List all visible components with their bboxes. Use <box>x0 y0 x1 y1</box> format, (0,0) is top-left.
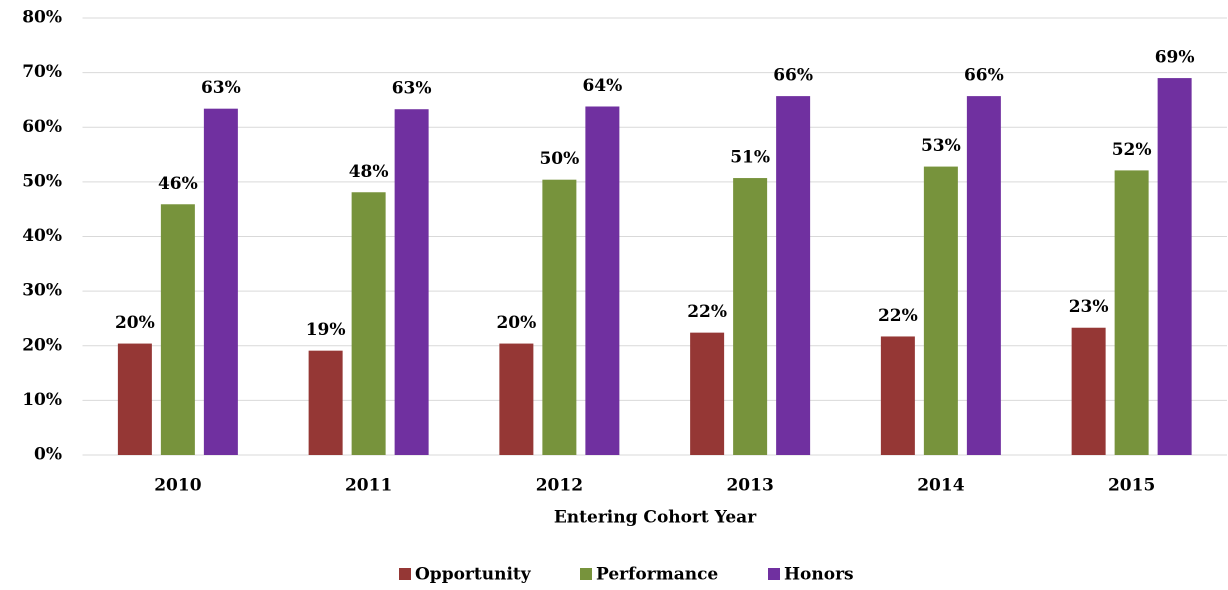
bar <box>585 106 620 456</box>
bar <box>776 96 811 456</box>
legend-label: Performance <box>596 565 718 585</box>
x-tick-label: 2013 <box>726 476 773 496</box>
data-label: 52% <box>1112 140 1152 160</box>
y-tick-label: 40% <box>22 226 62 246</box>
bar <box>880 336 915 455</box>
bar <box>308 350 343 455</box>
y-tick-label: 0% <box>34 445 62 465</box>
data-label: 63% <box>201 78 241 98</box>
y-tick-label: 70% <box>22 62 62 82</box>
data-label: 23% <box>1069 297 1109 317</box>
bar <box>542 179 577 455</box>
data-label: 22% <box>687 302 727 322</box>
data-label: 20% <box>115 313 155 333</box>
bar <box>923 166 958 455</box>
data-label: 51% <box>730 148 770 168</box>
x-tick-label: 2011 <box>345 476 392 496</box>
x-tick-label: 2015 <box>1108 476 1155 496</box>
y-tick-label: 20% <box>22 335 62 355</box>
y-tick-label: 50% <box>22 171 62 191</box>
data-label: 50% <box>539 149 579 169</box>
y-tick-label: 80% <box>22 8 62 28</box>
data-label: 22% <box>878 306 918 326</box>
data-label: 69% <box>1155 48 1195 68</box>
x-tick-label: 2014 <box>917 476 964 496</box>
data-label: 53% <box>921 136 961 156</box>
x-tick-label: 2010 <box>154 476 201 496</box>
y-tick-label: 10% <box>22 390 62 410</box>
data-label: 19% <box>306 320 346 340</box>
bar <box>1157 78 1192 456</box>
data-label: 63% <box>392 79 432 99</box>
x-tick-label: 2012 <box>536 476 583 496</box>
data-label: 64% <box>582 76 622 96</box>
legend-swatch <box>399 568 411 580</box>
y-tick-label: 30% <box>22 281 62 301</box>
data-label: 20% <box>496 313 536 333</box>
x-axis-title: Entering Cohort Year <box>554 508 757 528</box>
bar <box>499 343 534 455</box>
bar <box>690 332 725 455</box>
bar <box>117 343 152 455</box>
bar <box>733 178 768 455</box>
data-label: 66% <box>773 66 813 86</box>
legend-label: Opportunity <box>415 565 532 585</box>
y-tick-label: 60% <box>22 117 62 137</box>
bar <box>160 204 195 455</box>
bar <box>203 108 238 456</box>
bar <box>1071 327 1106 455</box>
data-label: 46% <box>158 174 198 194</box>
data-label: 48% <box>349 162 389 182</box>
bar <box>1114 170 1149 455</box>
legend-label: Honors <box>784 565 854 585</box>
legend-swatch <box>768 568 780 580</box>
bar <box>351 192 386 455</box>
bar <box>966 96 1001 456</box>
legend-swatch <box>580 568 592 580</box>
data-label: 66% <box>964 66 1004 86</box>
bar <box>394 109 429 455</box>
